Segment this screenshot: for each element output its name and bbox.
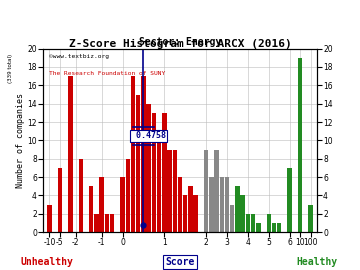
Bar — [178, 177, 182, 232]
Bar — [120, 177, 125, 232]
Bar — [157, 131, 161, 232]
Bar — [272, 223, 276, 232]
Bar — [99, 177, 104, 232]
Bar — [225, 177, 229, 232]
Text: 0.4758: 0.4758 — [131, 131, 166, 140]
Bar — [214, 150, 219, 232]
Bar — [188, 186, 193, 232]
Bar — [136, 94, 140, 232]
Text: (339 total): (339 total) — [8, 54, 13, 83]
Bar — [167, 150, 172, 232]
Bar — [277, 223, 282, 232]
Bar — [131, 76, 135, 232]
Bar — [220, 177, 224, 232]
Text: Healthy: Healthy — [296, 257, 337, 267]
Bar — [251, 214, 255, 232]
Text: Score: Score — [165, 257, 195, 267]
Bar — [309, 205, 313, 232]
Text: ©www.textbiz.org: ©www.textbiz.org — [49, 54, 109, 59]
Title: Z-Score Histogram for ARCX (2016): Z-Score Histogram for ARCX (2016) — [69, 39, 291, 49]
Bar — [235, 186, 240, 232]
Bar — [47, 205, 51, 232]
Bar — [147, 104, 151, 232]
Bar — [266, 214, 271, 232]
Bar — [246, 214, 250, 232]
Bar — [110, 214, 114, 232]
Bar — [94, 214, 99, 232]
Bar — [89, 186, 94, 232]
Bar — [298, 58, 302, 232]
Bar — [58, 168, 62, 232]
Text: The Research Foundation of SUNY: The Research Foundation of SUNY — [49, 71, 165, 76]
Bar — [204, 150, 208, 232]
Bar — [68, 76, 73, 232]
Bar — [105, 214, 109, 232]
Bar — [78, 159, 83, 232]
Bar — [256, 223, 261, 232]
Bar — [141, 76, 146, 232]
Bar — [287, 168, 292, 232]
Bar — [193, 195, 198, 232]
Bar — [126, 159, 130, 232]
Bar — [240, 195, 245, 232]
Bar — [183, 195, 188, 232]
Bar — [209, 177, 213, 232]
Bar — [172, 150, 177, 232]
Bar — [162, 113, 167, 232]
Text: Unhealthy: Unhealthy — [21, 257, 73, 267]
Bar — [230, 205, 234, 232]
Y-axis label: Number of companies: Number of companies — [15, 93, 24, 188]
Text: Sector: Energy: Sector: Energy — [139, 37, 221, 47]
Bar — [152, 113, 156, 232]
